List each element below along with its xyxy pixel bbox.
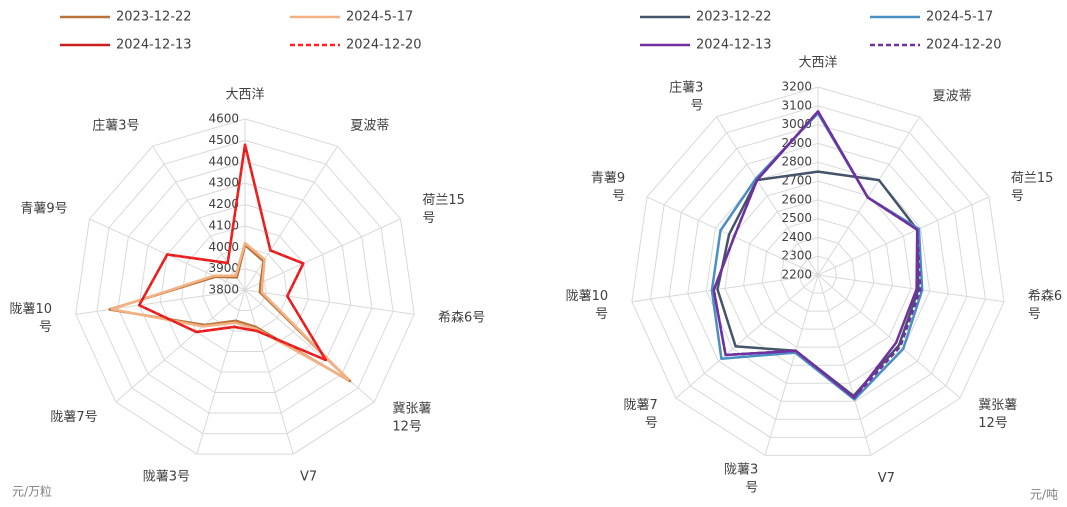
grid-ring [668,124,968,420]
tick-label: 3100 [781,98,812,112]
category-label: 冀张薯 12号 [978,396,1017,430]
unit-label: 元/万粒 [12,484,52,499]
grid-ring [138,182,352,394]
tick-label: 2200 [781,268,812,282]
legend-label: 2023-12-22 [116,10,192,25]
grid-ring [96,139,394,435]
legend-label: 2024-12-20 [926,38,1002,53]
tick-label: 4300 [208,176,239,190]
grid-ring [705,161,931,384]
tick-label: 2500 [781,211,812,225]
legend-label: 2024-12-13 [696,38,772,53]
legend-label: 2024-5-17 [346,10,413,25]
category-label: 青薯9号 [20,201,67,216]
tick-label: 2300 [781,249,812,263]
tick-label: 4400 [208,154,239,168]
tick-label: 4000 [208,240,239,254]
tick-label: 4200 [208,197,239,211]
legend-label: 2024-12-20 [346,38,422,53]
grid-ring [780,236,856,312]
tick-label: 3200 [781,80,812,94]
category-label: 陇薯10 号 [566,289,609,322]
category-label: 陇薯10 号 [9,301,52,334]
grid-ring [631,86,1005,456]
tick-label: 2700 [781,174,812,188]
tick-label: 2800 [781,155,812,169]
category-label: 庄薯3号 [92,117,139,133]
category-label: 夏波蒂 [933,89,972,104]
legend-label: 2024-5-17 [926,10,993,25]
grid-ring [761,218,875,330]
grid-ring [798,255,838,294]
tick-label: 2400 [781,230,812,244]
series-line [110,241,350,381]
category-label: 陇薯7号 [50,410,97,425]
grid-ring [687,142,949,402]
grid-ring [159,203,331,373]
grid-ring [743,199,893,348]
unit-label: 元/吨 [1030,488,1058,502]
category-label: V7 [878,471,895,486]
tick-label: 4500 [208,133,239,147]
tick-label: 2600 [781,192,812,206]
category-label: 大西洋 [225,88,264,103]
grid-ring [75,118,415,455]
tick-label: 4600 [208,112,239,126]
category-label: 希森6号 [438,310,485,325]
category-label: 陇薯3号 [143,470,190,485]
grid-ring [202,246,288,332]
series-line [137,143,328,362]
tick-label: 3900 [208,261,239,275]
series-line [710,112,924,401]
legend-label: 2024-12-13 [116,38,192,53]
category-label: 荷兰15 号 [1011,170,1054,203]
grid-ring [117,161,373,414]
grid-ring [650,105,986,438]
category-label: 大西洋 [798,56,837,71]
category-label: 冀张薯 12号 [392,400,431,434]
tick-label: 4100 [208,218,239,232]
category-label: 夏波蒂 [350,118,389,133]
tick-label: 2900 [781,136,812,150]
series-line [712,110,922,399]
category-label: 荷兰15 号 [422,192,465,225]
tick-label: 3800 [208,283,239,297]
legend-label: 2023-12-22 [696,10,772,25]
category-label: V7 [300,470,317,485]
